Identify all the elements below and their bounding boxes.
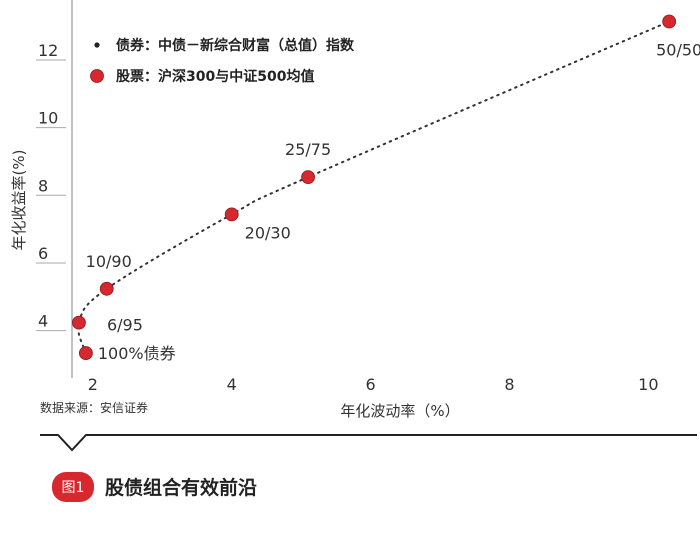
x-tick-label: 10 (638, 375, 658, 394)
y-tick-label: 12 (38, 41, 58, 60)
x-tick-label: 8 (504, 375, 514, 394)
y-tick-label: 10 (38, 109, 58, 128)
x-tick-label: 2 (88, 375, 98, 394)
y-axis-title: 年化收益率(%) (10, 150, 28, 251)
data-point-label: 25/75 (285, 140, 331, 159)
data-point-label: 50/50 (656, 41, 700, 60)
data-point-label: 10/90 (86, 252, 132, 271)
legend-dot-icon (94, 42, 100, 48)
data-point (72, 315, 86, 330)
legend-bond-label: 债券：中债－新综合财富（总值）指数 (116, 37, 355, 54)
data-point (224, 207, 239, 222)
x-axis-title: 年化波动率（%） (340, 402, 459, 420)
y-tick-label: 6 (38, 244, 48, 263)
data-point (99, 281, 114, 296)
figure-badge-label: 图1 (62, 480, 85, 496)
legend-red-circle-icon (90, 69, 104, 83)
legend-stock-label: 股票：沪深300与中证500均值 (116, 68, 314, 85)
legend: 债券：中债－新综合财富（总值）指数 股票：沪深300与中证500均值 (90, 37, 355, 85)
data-point-label: 6/95 (107, 316, 143, 335)
data-point-label: 100%债券 (98, 344, 176, 363)
caption-divider (40, 434, 697, 452)
figure-title: 股债组合有效前沿 (105, 476, 257, 499)
x-tick-label: 6 (365, 375, 375, 394)
x-tick-label: 4 (227, 375, 237, 394)
source-note: 数据来源：安信证券 (40, 400, 148, 415)
data-point-label: 20/30 (245, 223, 291, 242)
y-tick-label: 8 (38, 176, 48, 195)
data-point (662, 14, 677, 29)
data-point (301, 170, 315, 185)
data-points: 100%债券 6/95 10/90 20/30 25/75 50/50 (72, 14, 700, 363)
data-point (78, 346, 93, 360)
y-tick-label: 4 (38, 312, 48, 331)
figure-badge (52, 472, 94, 502)
y-axis-ticks: 4 6 8 10 12 (36, 41, 66, 332)
x-axis-ticks: 2 4 6 8 10 (88, 375, 659, 394)
